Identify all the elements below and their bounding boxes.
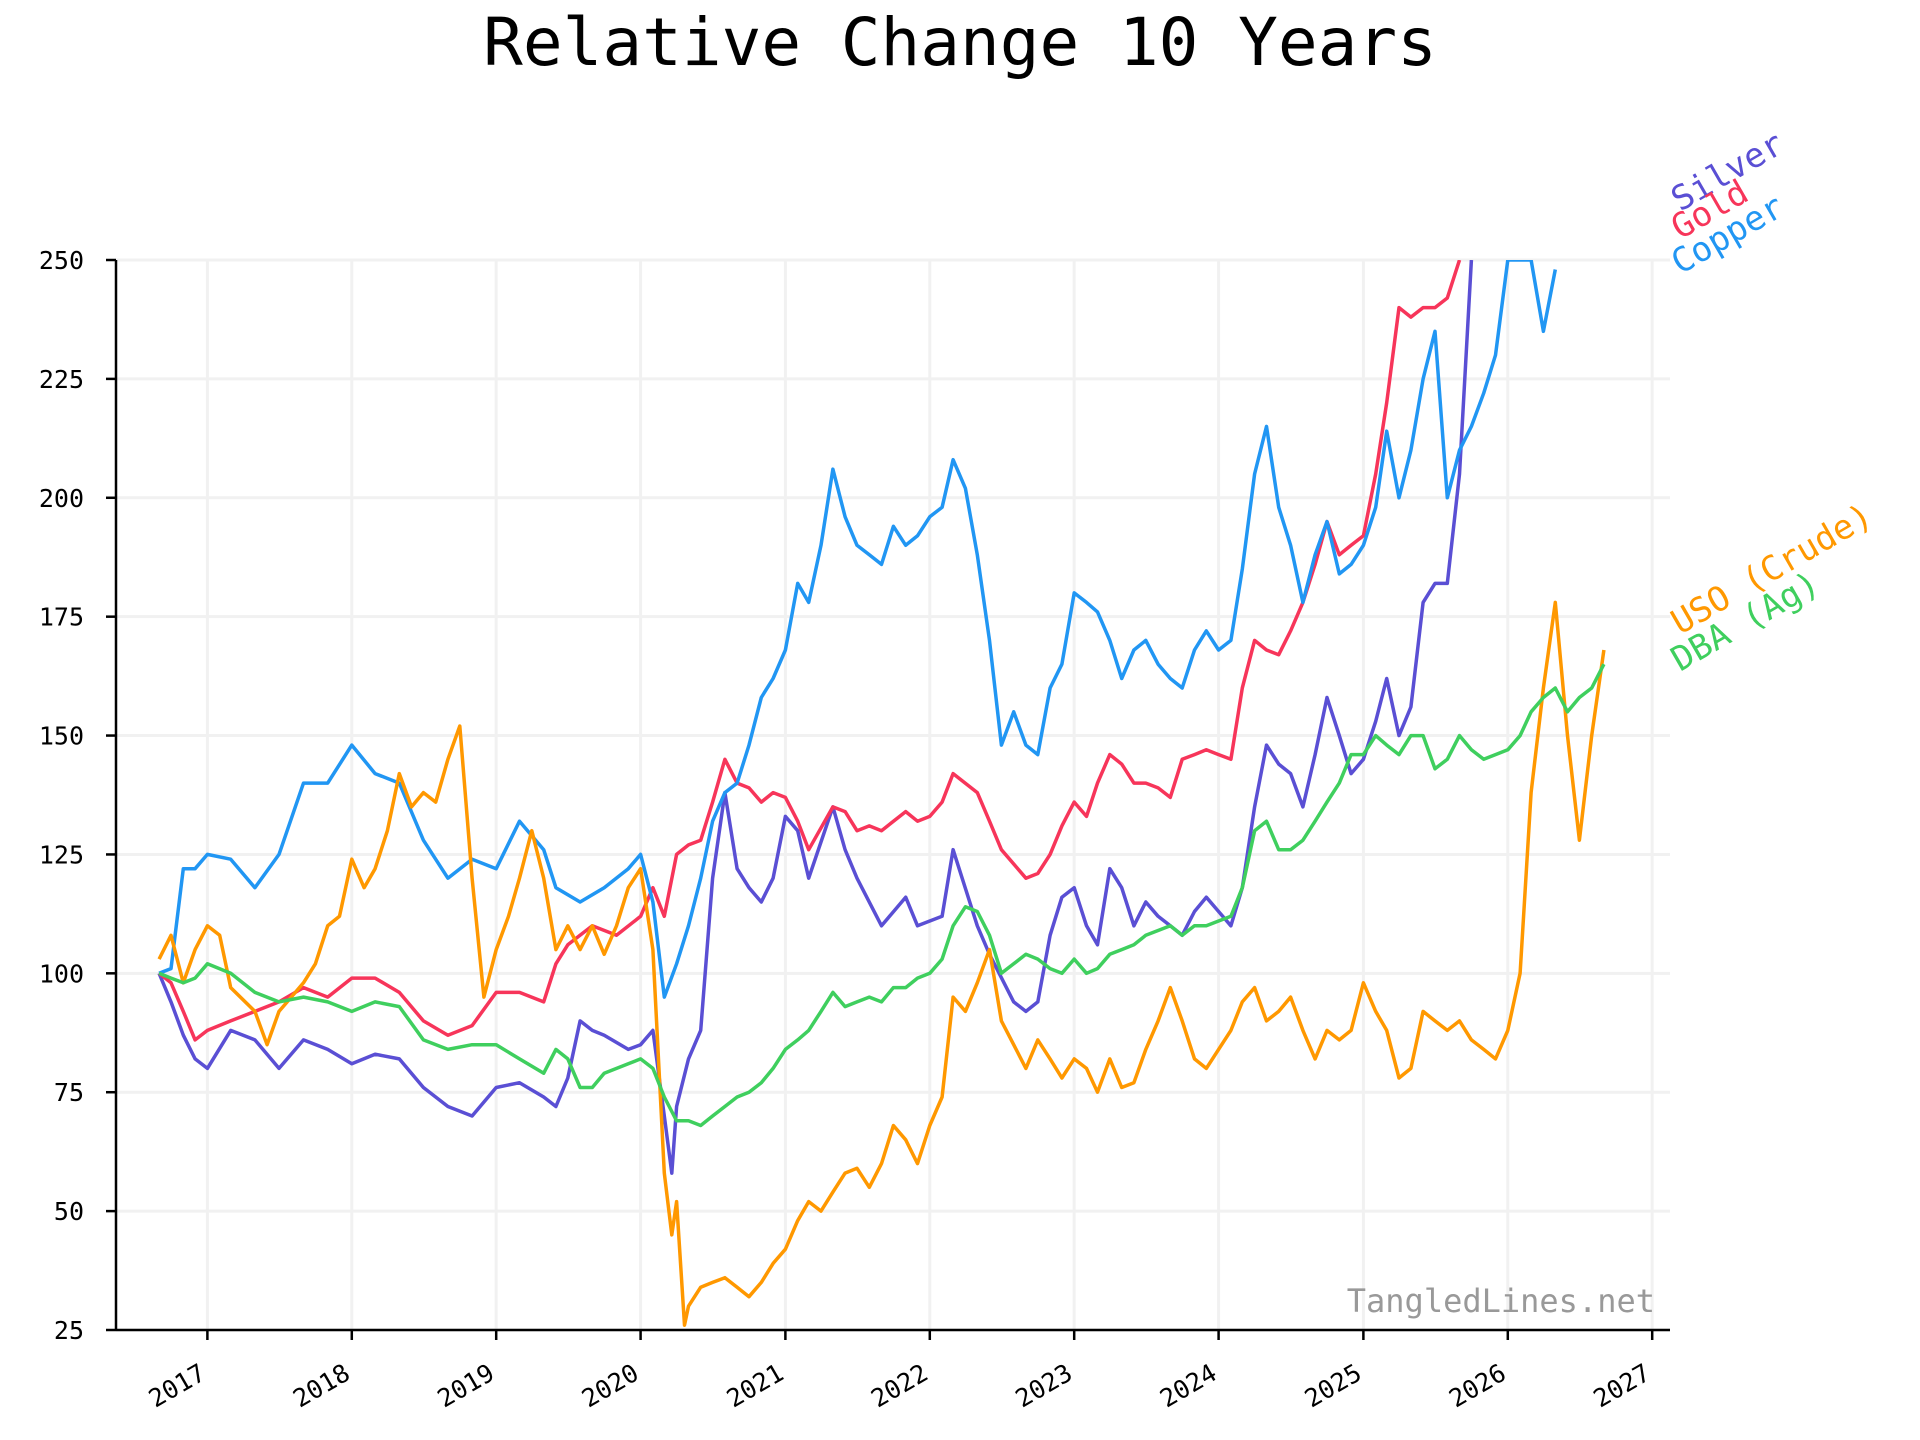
grid <box>116 258 1670 1332</box>
watermark: TangledLines.net <box>1347 1282 1655 1320</box>
series-line-4 <box>158 663 1606 1128</box>
series-line-0 <box>157 260 1474 1175</box>
y-tick-label: 25 <box>54 1316 84 1345</box>
series-line-1 <box>158 260 1462 1042</box>
y-tick-label: 150 <box>39 722 84 751</box>
y-tick-label: 225 <box>39 365 84 394</box>
x-tick-label: 2022 <box>866 1358 933 1413</box>
y-tick-label: 200 <box>39 484 84 513</box>
series-lines <box>157 260 1606 1327</box>
x-tick-label: 2027 <box>1589 1358 1656 1413</box>
x-axis-ticks: 2017 2018 2019 2020 2021 2022 2023 2024 2025 2026… <box>144 1330 1655 1413</box>
y-tick-label: 125 <box>39 840 84 869</box>
x-tick-label: 2020 <box>577 1358 644 1413</box>
x-tick-label: 2024 <box>1155 1358 1222 1413</box>
y-tick-label: 50 <box>54 1197 84 1226</box>
x-tick-label: 2026 <box>1444 1358 1511 1413</box>
y-tick-label: 175 <box>39 603 84 632</box>
chart-title: Relative Change 10 Years <box>483 4 1437 81</box>
x-tick-label: 2019 <box>433 1358 500 1413</box>
y-tick-label: 75 <box>54 1078 84 1107</box>
y-tick-label: 100 <box>39 959 84 988</box>
axes <box>114 260 1670 1332</box>
x-tick-label: 2018 <box>288 1358 355 1413</box>
series-line-3 <box>157 600 1606 1327</box>
y-axis-ticks: 25 50 75 100 125 150 175 200 225 250 <box>39 246 116 1345</box>
x-tick-label: 2023 <box>1011 1358 1078 1413</box>
x-tick-label: 2021 <box>722 1358 789 1413</box>
series-line-2 <box>158 260 1558 999</box>
x-tick-label: 2025 <box>1300 1358 1367 1413</box>
x-tick-label: 2017 <box>144 1358 211 1413</box>
y-tick-label: 250 <box>39 246 84 275</box>
